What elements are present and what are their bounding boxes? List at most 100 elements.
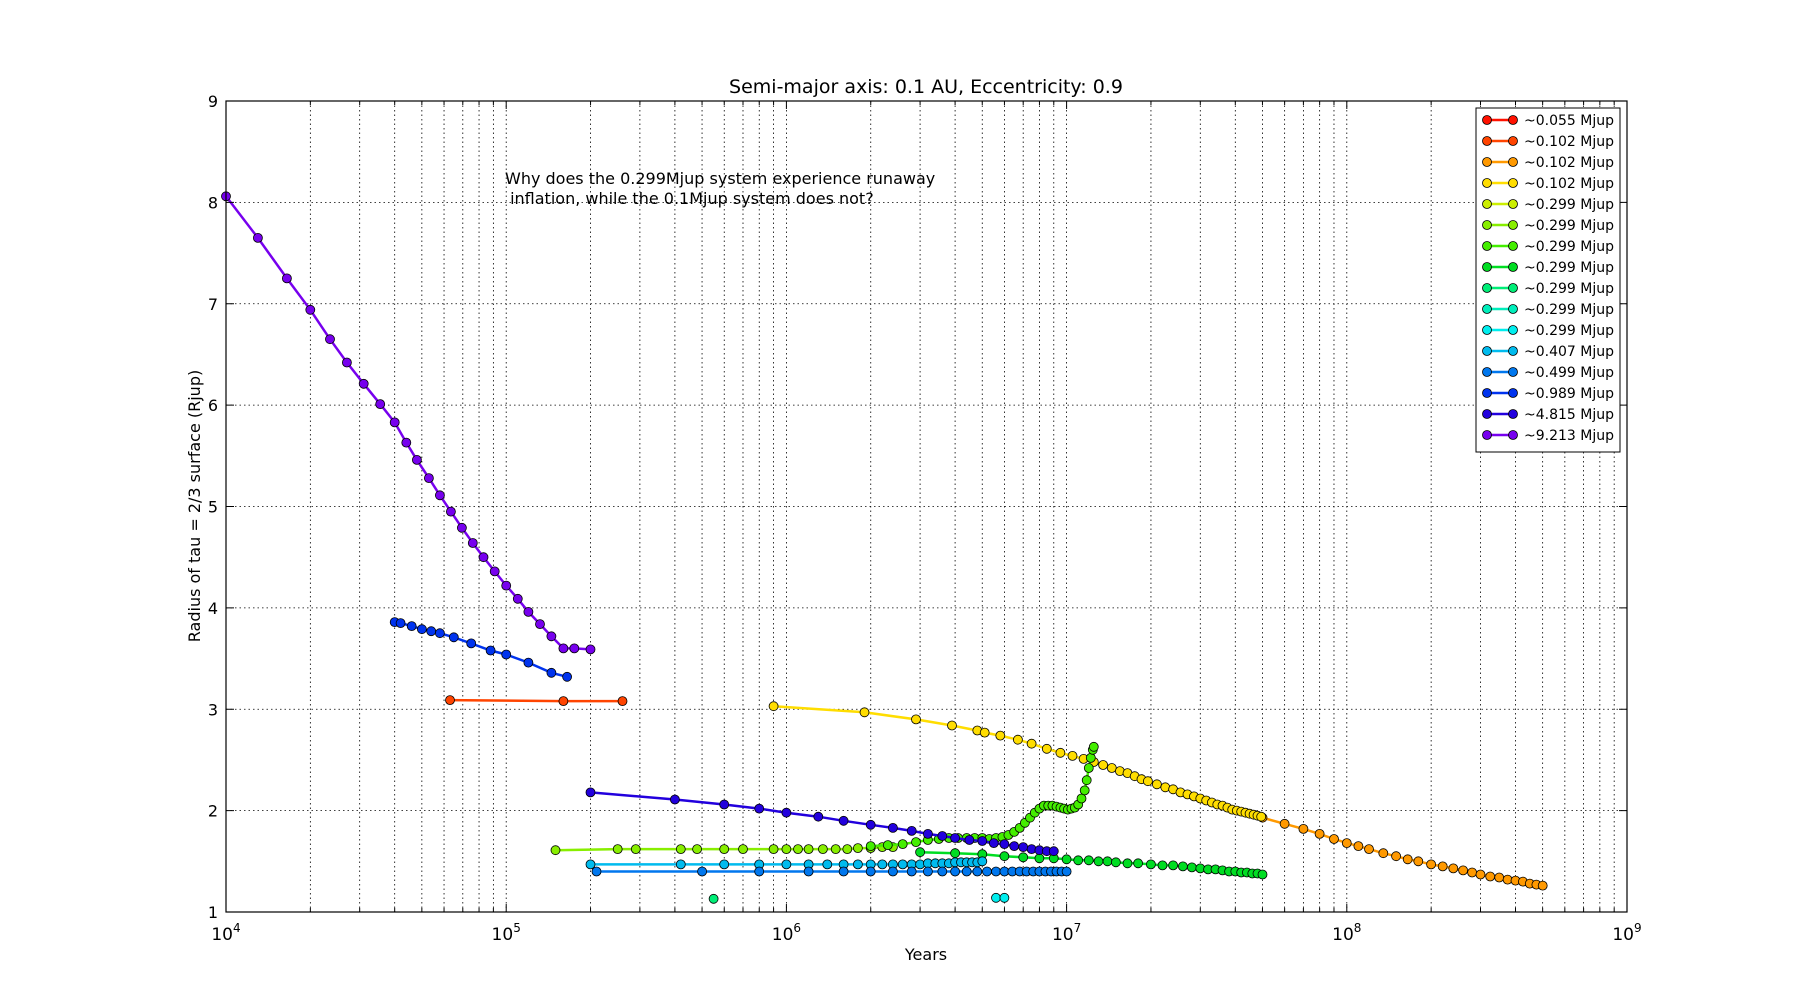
legend-marker bbox=[1508, 241, 1518, 251]
data-point bbox=[501, 649, 512, 660]
x-tick-label: 106 bbox=[772, 921, 801, 945]
legend-label: ~0.299 Mjup bbox=[1524, 218, 1614, 234]
x-tick-label-base: 10 bbox=[1332, 925, 1354, 945]
data-point bbox=[466, 638, 477, 649]
legend-marker bbox=[1508, 115, 1518, 125]
data-point bbox=[585, 787, 596, 798]
legend-marker bbox=[1482, 262, 1492, 272]
x-tick-label-base: 10 bbox=[492, 925, 514, 945]
data-point bbox=[1009, 841, 1020, 851]
legend-label: ~0.299 Mjup bbox=[1524, 281, 1614, 297]
data-point bbox=[1152, 779, 1162, 790]
data-point bbox=[252, 232, 263, 243]
data-point bbox=[972, 866, 983, 877]
data-point bbox=[612, 844, 623, 854]
x-tick-label-base: 10 bbox=[772, 925, 794, 945]
legend-marker bbox=[1482, 136, 1492, 146]
data-point bbox=[478, 552, 489, 563]
legend-marker bbox=[1482, 157, 1492, 167]
grid-lines bbox=[226, 101, 1627, 912]
x-tick-label-exponent: 5 bbox=[513, 921, 521, 935]
data-point bbox=[1076, 793, 1087, 804]
y-tick-label: 3 bbox=[208, 700, 218, 719]
data-point bbox=[1402, 854, 1413, 865]
data-point bbox=[995, 730, 1006, 741]
legend-marker bbox=[1482, 115, 1492, 125]
x-tick-label-exponent: 7 bbox=[1074, 921, 1082, 935]
x-tick-label: 104 bbox=[211, 921, 240, 945]
y-tick-label: 2 bbox=[208, 802, 218, 821]
data-point bbox=[617, 696, 628, 706]
data-point bbox=[1081, 775, 1092, 786]
legend-entry: ~0.055 Mjup bbox=[1482, 113, 1614, 129]
data-point bbox=[558, 696, 569, 706]
data-point bbox=[830, 844, 841, 854]
data-point bbox=[535, 619, 545, 629]
data-point bbox=[838, 815, 849, 826]
data-point bbox=[445, 695, 455, 705]
legend-entry: ~0.102 Mjup bbox=[1482, 176, 1614, 192]
legend-marker bbox=[1508, 220, 1518, 230]
data-point bbox=[1448, 863, 1459, 874]
data-point bbox=[569, 643, 580, 654]
data-point bbox=[562, 671, 572, 682]
data-point bbox=[793, 844, 803, 854]
data-point bbox=[1102, 856, 1113, 867]
legend-marker bbox=[1508, 409, 1518, 419]
data-point bbox=[768, 844, 779, 854]
legend-marker bbox=[1482, 199, 1492, 209]
data-point bbox=[937, 831, 948, 841]
data-point bbox=[1256, 811, 1267, 822]
data-point bbox=[558, 643, 569, 654]
legend-marker bbox=[1508, 262, 1518, 272]
data-point bbox=[822, 859, 833, 870]
data-point bbox=[1475, 869, 1486, 880]
data-point bbox=[501, 580, 512, 591]
legend-marker bbox=[1482, 178, 1492, 188]
legend-entry: ~0.299 Mjup bbox=[1482, 218, 1614, 234]
data-point bbox=[1187, 862, 1197, 873]
data-point bbox=[977, 856, 988, 867]
data-point bbox=[982, 866, 992, 877]
data-point bbox=[1426, 859, 1436, 870]
annotation-line-2: inflation, while the 0.1Mjup system does… bbox=[505, 189, 874, 208]
data-point bbox=[426, 626, 437, 637]
legend-label: ~0.299 Mjup bbox=[1524, 239, 1614, 255]
legend-marker bbox=[1508, 346, 1518, 356]
data-point bbox=[1143, 776, 1153, 787]
data-point bbox=[697, 866, 707, 877]
data-point bbox=[977, 836, 988, 846]
data-point bbox=[416, 624, 427, 635]
legend-marker bbox=[1482, 241, 1492, 251]
data-point bbox=[448, 632, 459, 643]
legend-label: ~0.499 Mjup bbox=[1524, 365, 1614, 381]
data-point bbox=[1041, 743, 1052, 754]
legend-label: ~0.299 Mjup bbox=[1524, 197, 1614, 213]
data-point bbox=[1157, 860, 1168, 871]
data-point bbox=[1061, 866, 1072, 877]
data-point bbox=[988, 838, 999, 848]
y-tick-label: 9 bbox=[208, 92, 218, 111]
data-point bbox=[906, 826, 917, 836]
data-point bbox=[1098, 760, 1108, 770]
series-7 bbox=[915, 847, 1268, 880]
legend-marker bbox=[1508, 283, 1518, 293]
y-tick-label: 6 bbox=[208, 396, 218, 415]
data-point bbox=[1013, 734, 1023, 745]
data-point bbox=[1353, 841, 1364, 851]
data-point bbox=[991, 892, 1001, 903]
legend-marker bbox=[1508, 325, 1518, 335]
data-point bbox=[911, 714, 921, 725]
data-point bbox=[781, 859, 792, 870]
data-point bbox=[1364, 844, 1374, 854]
data-point bbox=[395, 618, 406, 628]
data-point bbox=[838, 866, 849, 877]
data-point bbox=[1329, 834, 1339, 844]
legend-marker bbox=[1508, 367, 1518, 377]
legend-marker bbox=[1508, 304, 1518, 314]
legend-entry: ~4.815 Mjup bbox=[1482, 407, 1614, 423]
data-point bbox=[1083, 763, 1094, 773]
data-point bbox=[991, 866, 1001, 877]
data-point bbox=[1034, 853, 1045, 864]
